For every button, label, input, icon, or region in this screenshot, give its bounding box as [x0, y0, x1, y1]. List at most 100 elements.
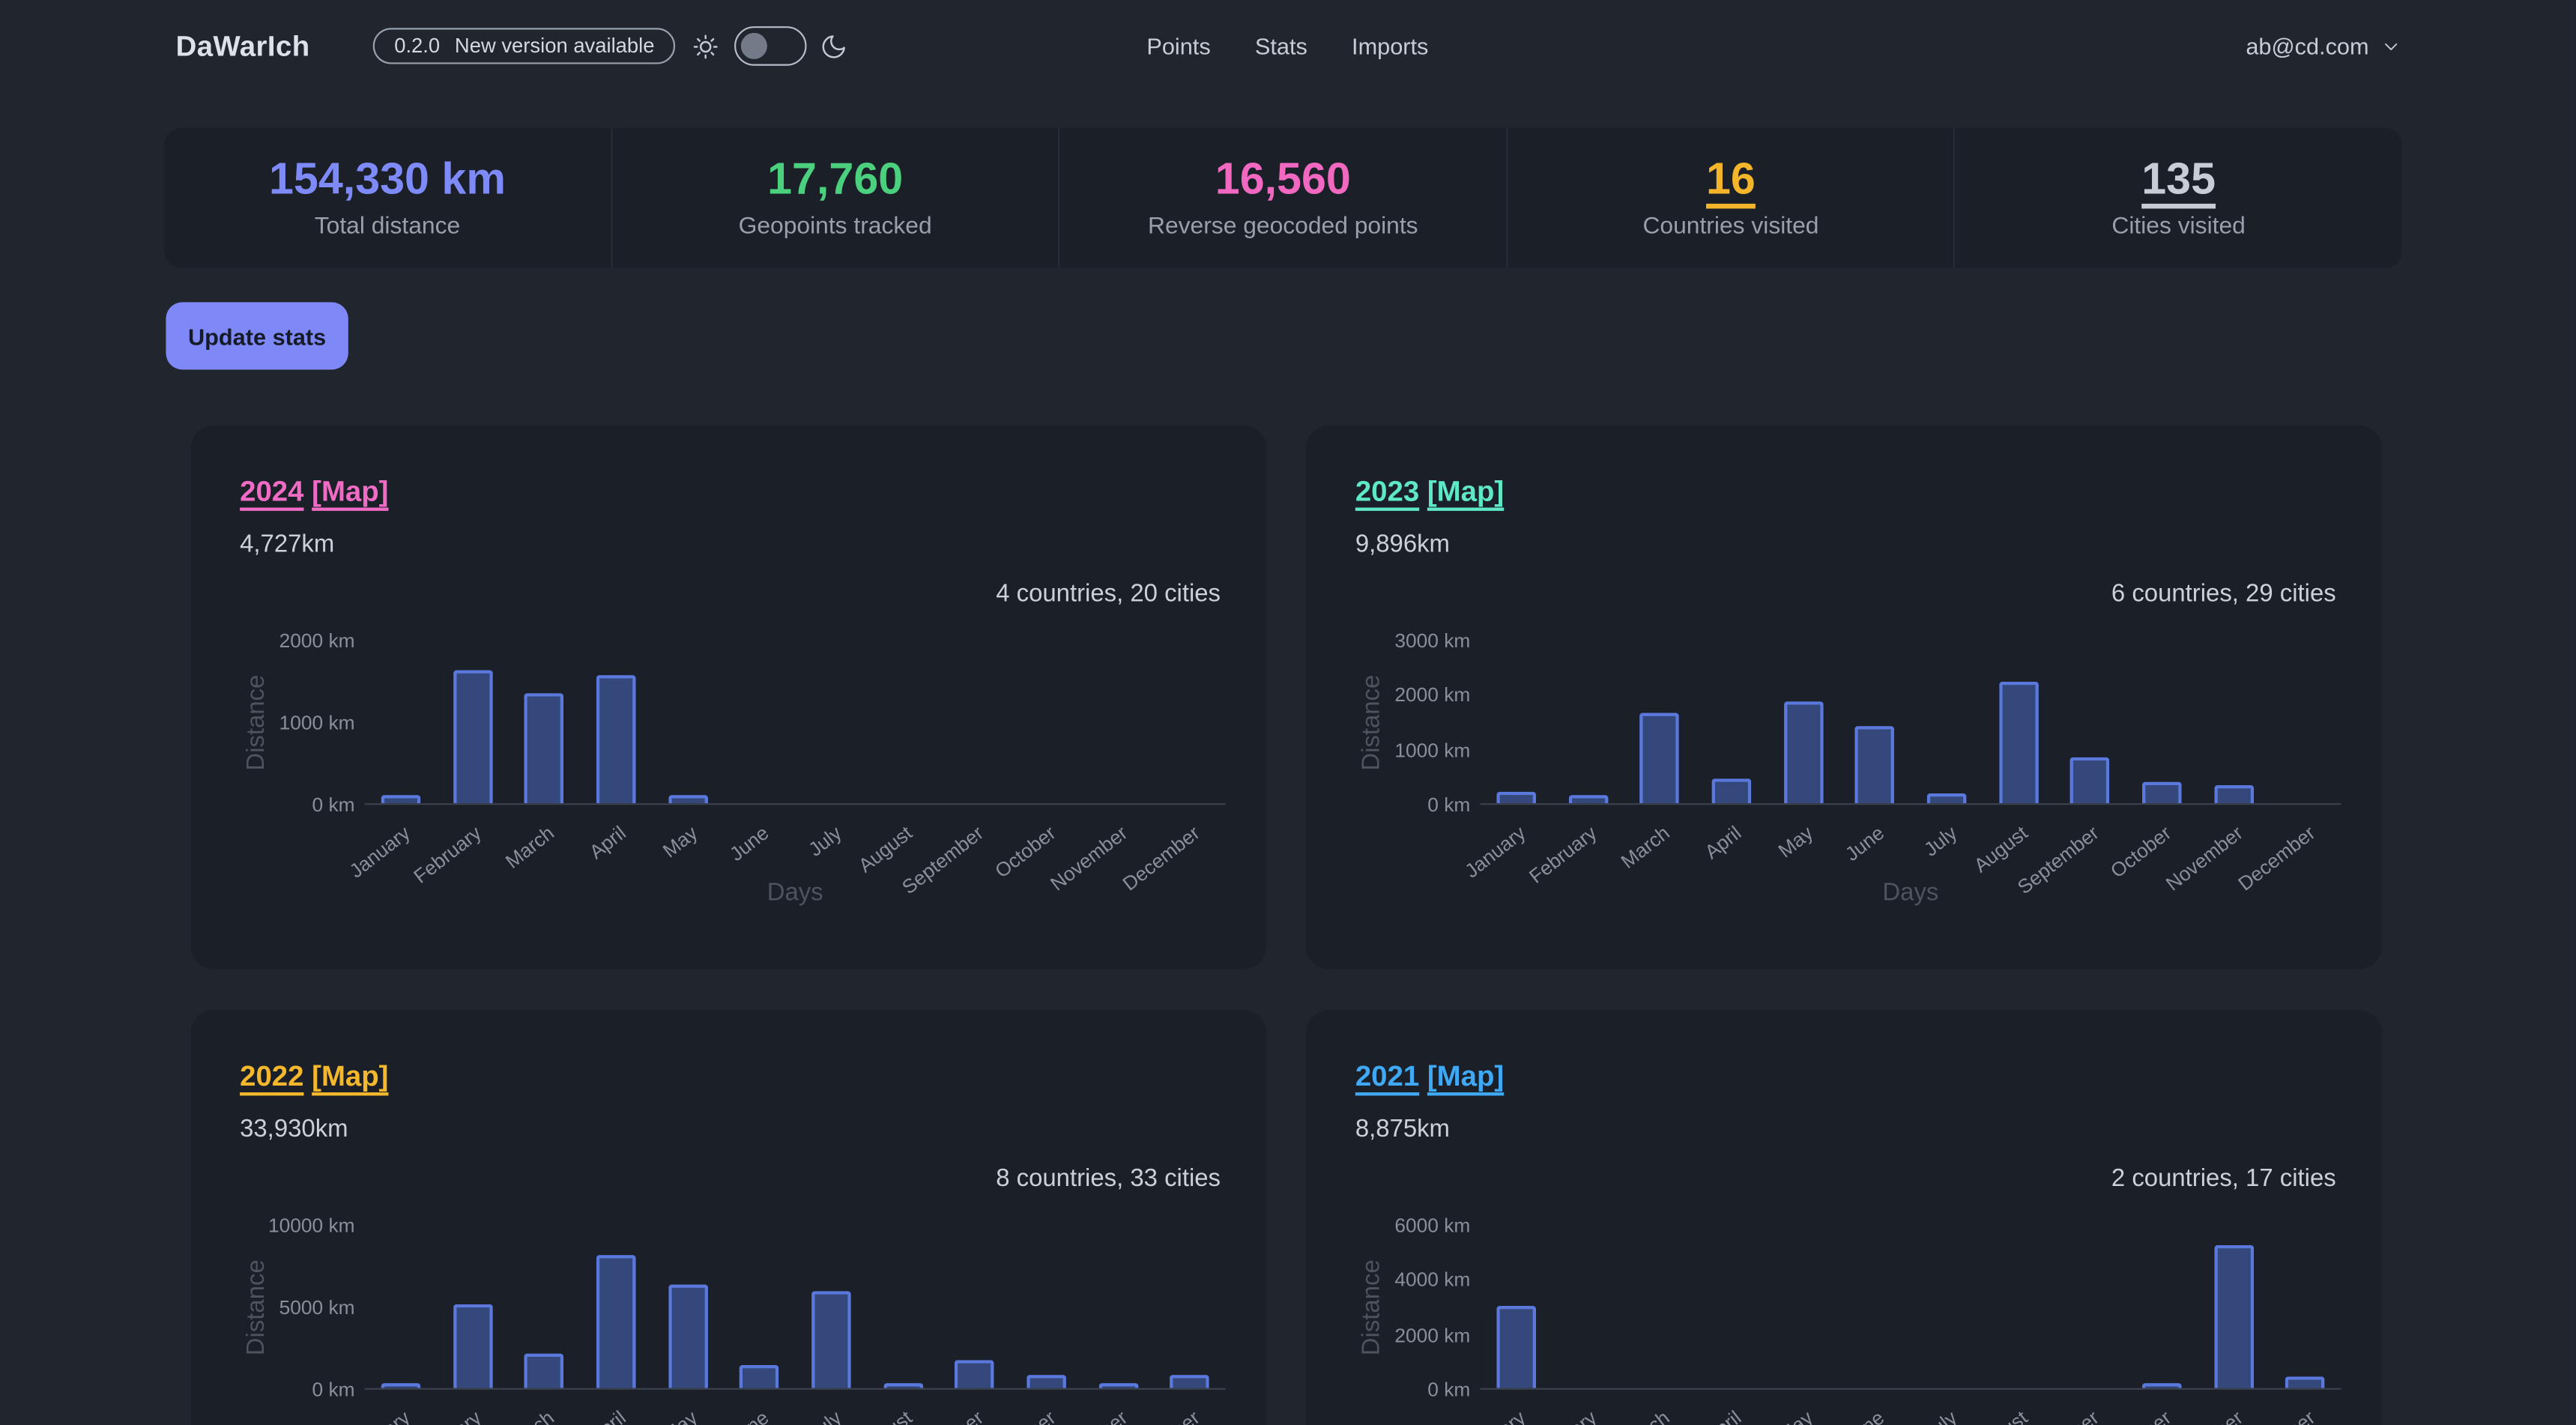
update-stats-button[interactable]: Update stats [166, 302, 348, 370]
distance-chart [364, 1225, 1226, 1390]
year-distance: 33,930km [240, 1115, 348, 1143]
x-axis-label: October [2106, 1406, 2176, 1425]
year-link[interactable]: 2024 [240, 474, 304, 508]
map-link[interactable]: [Map] [1427, 1059, 1505, 1093]
x-axis-label: August [1969, 821, 2033, 877]
year-link[interactable]: 2021 [1355, 1059, 1420, 1093]
year-card-2023: 2023 [Map] 9,896km 6 countries, 29 cities 0… [1306, 425, 2383, 969]
y-axis-tick: 1000 km [1394, 738, 1471, 762]
chart-bar-january [381, 1383, 420, 1388]
year-card-2022: 2022 [Map] 33,930km 8 countries, 33 cities… [190, 1010, 1267, 1425]
y-axis-tick: 0 km [1427, 1378, 1471, 1402]
chart-bar-may [1783, 701, 1823, 804]
x-axis-label: May [1774, 821, 1818, 863]
x-axis-label: May [658, 1406, 701, 1425]
x-axis-label: July [803, 821, 845, 862]
chart-bar-september [955, 1360, 994, 1388]
map-link[interactable]: [Map] [1427, 474, 1505, 508]
chart-bar-april [1711, 778, 1751, 804]
stat-label: Cities visited [2111, 212, 2246, 240]
y-axis-title: Distance [1358, 674, 1386, 771]
x-axis-label: January [1460, 821, 1531, 883]
y-axis-tick: 1000 km [279, 710, 355, 734]
user-email: ab@cd.com [2246, 32, 2369, 59]
x-axis-label: March [1616, 821, 1674, 874]
user-menu[interactable]: ab@cd.com [2246, 0, 2401, 92]
version-badge[interactable]: 0.2.0 New version available [372, 28, 677, 64]
year-summary: 4 countries, 20 cities [996, 579, 1221, 608]
nav-link-imports[interactable]: Imports [1352, 32, 1429, 59]
y-axis-tick: 5000 km [279, 1295, 355, 1319]
x-axis-label: February [410, 1406, 486, 1425]
year-summary: 2 countries, 17 cities [2111, 1164, 2336, 1193]
x-axis-label: January [345, 821, 415, 883]
card-title: 2022 [Map] [240, 1059, 388, 1094]
x-axis-label: August [854, 1406, 916, 1425]
toggle-knob [740, 31, 767, 58]
y-axis-tick: 2000 km [1394, 683, 1471, 707]
y-axis-tick: 2000 km [279, 628, 355, 652]
x-axis-title: Days [1882, 878, 1939, 907]
year-summary: 8 countries, 33 cities [996, 1164, 1221, 1193]
chart-bar-may [668, 796, 707, 804]
year-summary: 6 countries, 29 cities [2111, 579, 2336, 608]
stat-cell: 154,330 km Total distance [164, 128, 610, 267]
x-axis-label: March [501, 821, 558, 874]
distance-chart [364, 640, 1226, 805]
chart-bar-december [2285, 1377, 2325, 1388]
chart-bar-august [883, 1383, 923, 1388]
year-distance: 4,727km [240, 530, 335, 559]
x-axis-label: June [1841, 1406, 1889, 1425]
chart-bar-january [381, 796, 420, 804]
stat-value[interactable]: 16 [1706, 153, 1756, 203]
y-axis-tick: 3000 km [1394, 628, 1471, 652]
year-card-2024: 2024 [Map] 4,727km 4 countries, 20 cities 0… [190, 425, 1267, 969]
top-bar: DaWarIch 0.2.0 New version available Poi… [0, 0, 2576, 92]
chart-bar-january [1496, 1305, 1536, 1388]
x-axis-label: February [410, 821, 487, 889]
chart-bar-february [453, 669, 492, 804]
stat-value: 17,760 [767, 153, 904, 203]
stat-label: Reverse geocoded points [1148, 212, 1418, 240]
chart-bar-july [811, 1290, 851, 1388]
year-distance: 8,875km [1355, 1115, 1450, 1143]
y-axis-tick: 4000 km [1394, 1268, 1471, 1292]
x-axis-label: December [1118, 1406, 1204, 1425]
chart-bar-june [1854, 726, 1895, 804]
stat-value[interactable]: 135 [2141, 153, 2216, 203]
stat-label: Geopoints tracked [738, 212, 932, 240]
x-axis-label: July [1918, 821, 1961, 862]
x-axis-label: May [658, 821, 702, 863]
year-link[interactable]: 2022 [240, 1059, 304, 1093]
y-axis-tick: 0 km [1427, 793, 1471, 817]
x-axis-label: June [725, 1406, 773, 1425]
x-axis-label: February [1526, 1406, 1602, 1425]
map-link[interactable]: [Map] [312, 474, 389, 508]
chart-bar-may [668, 1283, 707, 1388]
stats-summary-bar: 154,330 km Total distance 17,760 Geopoints … [164, 128, 2402, 268]
x-axis-label: April [1700, 1406, 1745, 1425]
nav-link-points[interactable]: Points [1146, 32, 1211, 59]
x-axis-label: March [501, 1406, 558, 1425]
year-link[interactable]: 2023 [1355, 474, 1420, 508]
stat-cell: 17,760 Geopoints tracked [610, 128, 1059, 268]
y-axis-tick: 0 km [312, 1378, 355, 1402]
y-axis-tick: 2000 km [1394, 1323, 1471, 1346]
y-axis-tick: 6000 km [1394, 1213, 1471, 1236]
y-axis-title: Distance [1358, 1259, 1386, 1356]
x-axis-label: December [1118, 821, 1204, 896]
nav-link-stats[interactable]: Stats [1254, 32, 1307, 59]
stat-value: 16,560 [1215, 153, 1351, 203]
card-title: 2021 [Map] [1355, 1059, 1504, 1094]
theme-toggle[interactable] [734, 26, 807, 66]
map-link[interactable]: [Map] [312, 1059, 389, 1093]
y-axis-title: Distance [242, 674, 270, 771]
x-axis-label: January [1461, 1406, 1531, 1425]
chevron-down-icon [2385, 42, 2398, 49]
chart-bar-march [1639, 712, 1680, 804]
stat-label: Countries visited [1642, 212, 1819, 240]
stat-cell: 16 Countries visited [1506, 128, 1954, 268]
sun-icon [692, 0, 719, 92]
chart-bar-june [739, 1364, 779, 1388]
